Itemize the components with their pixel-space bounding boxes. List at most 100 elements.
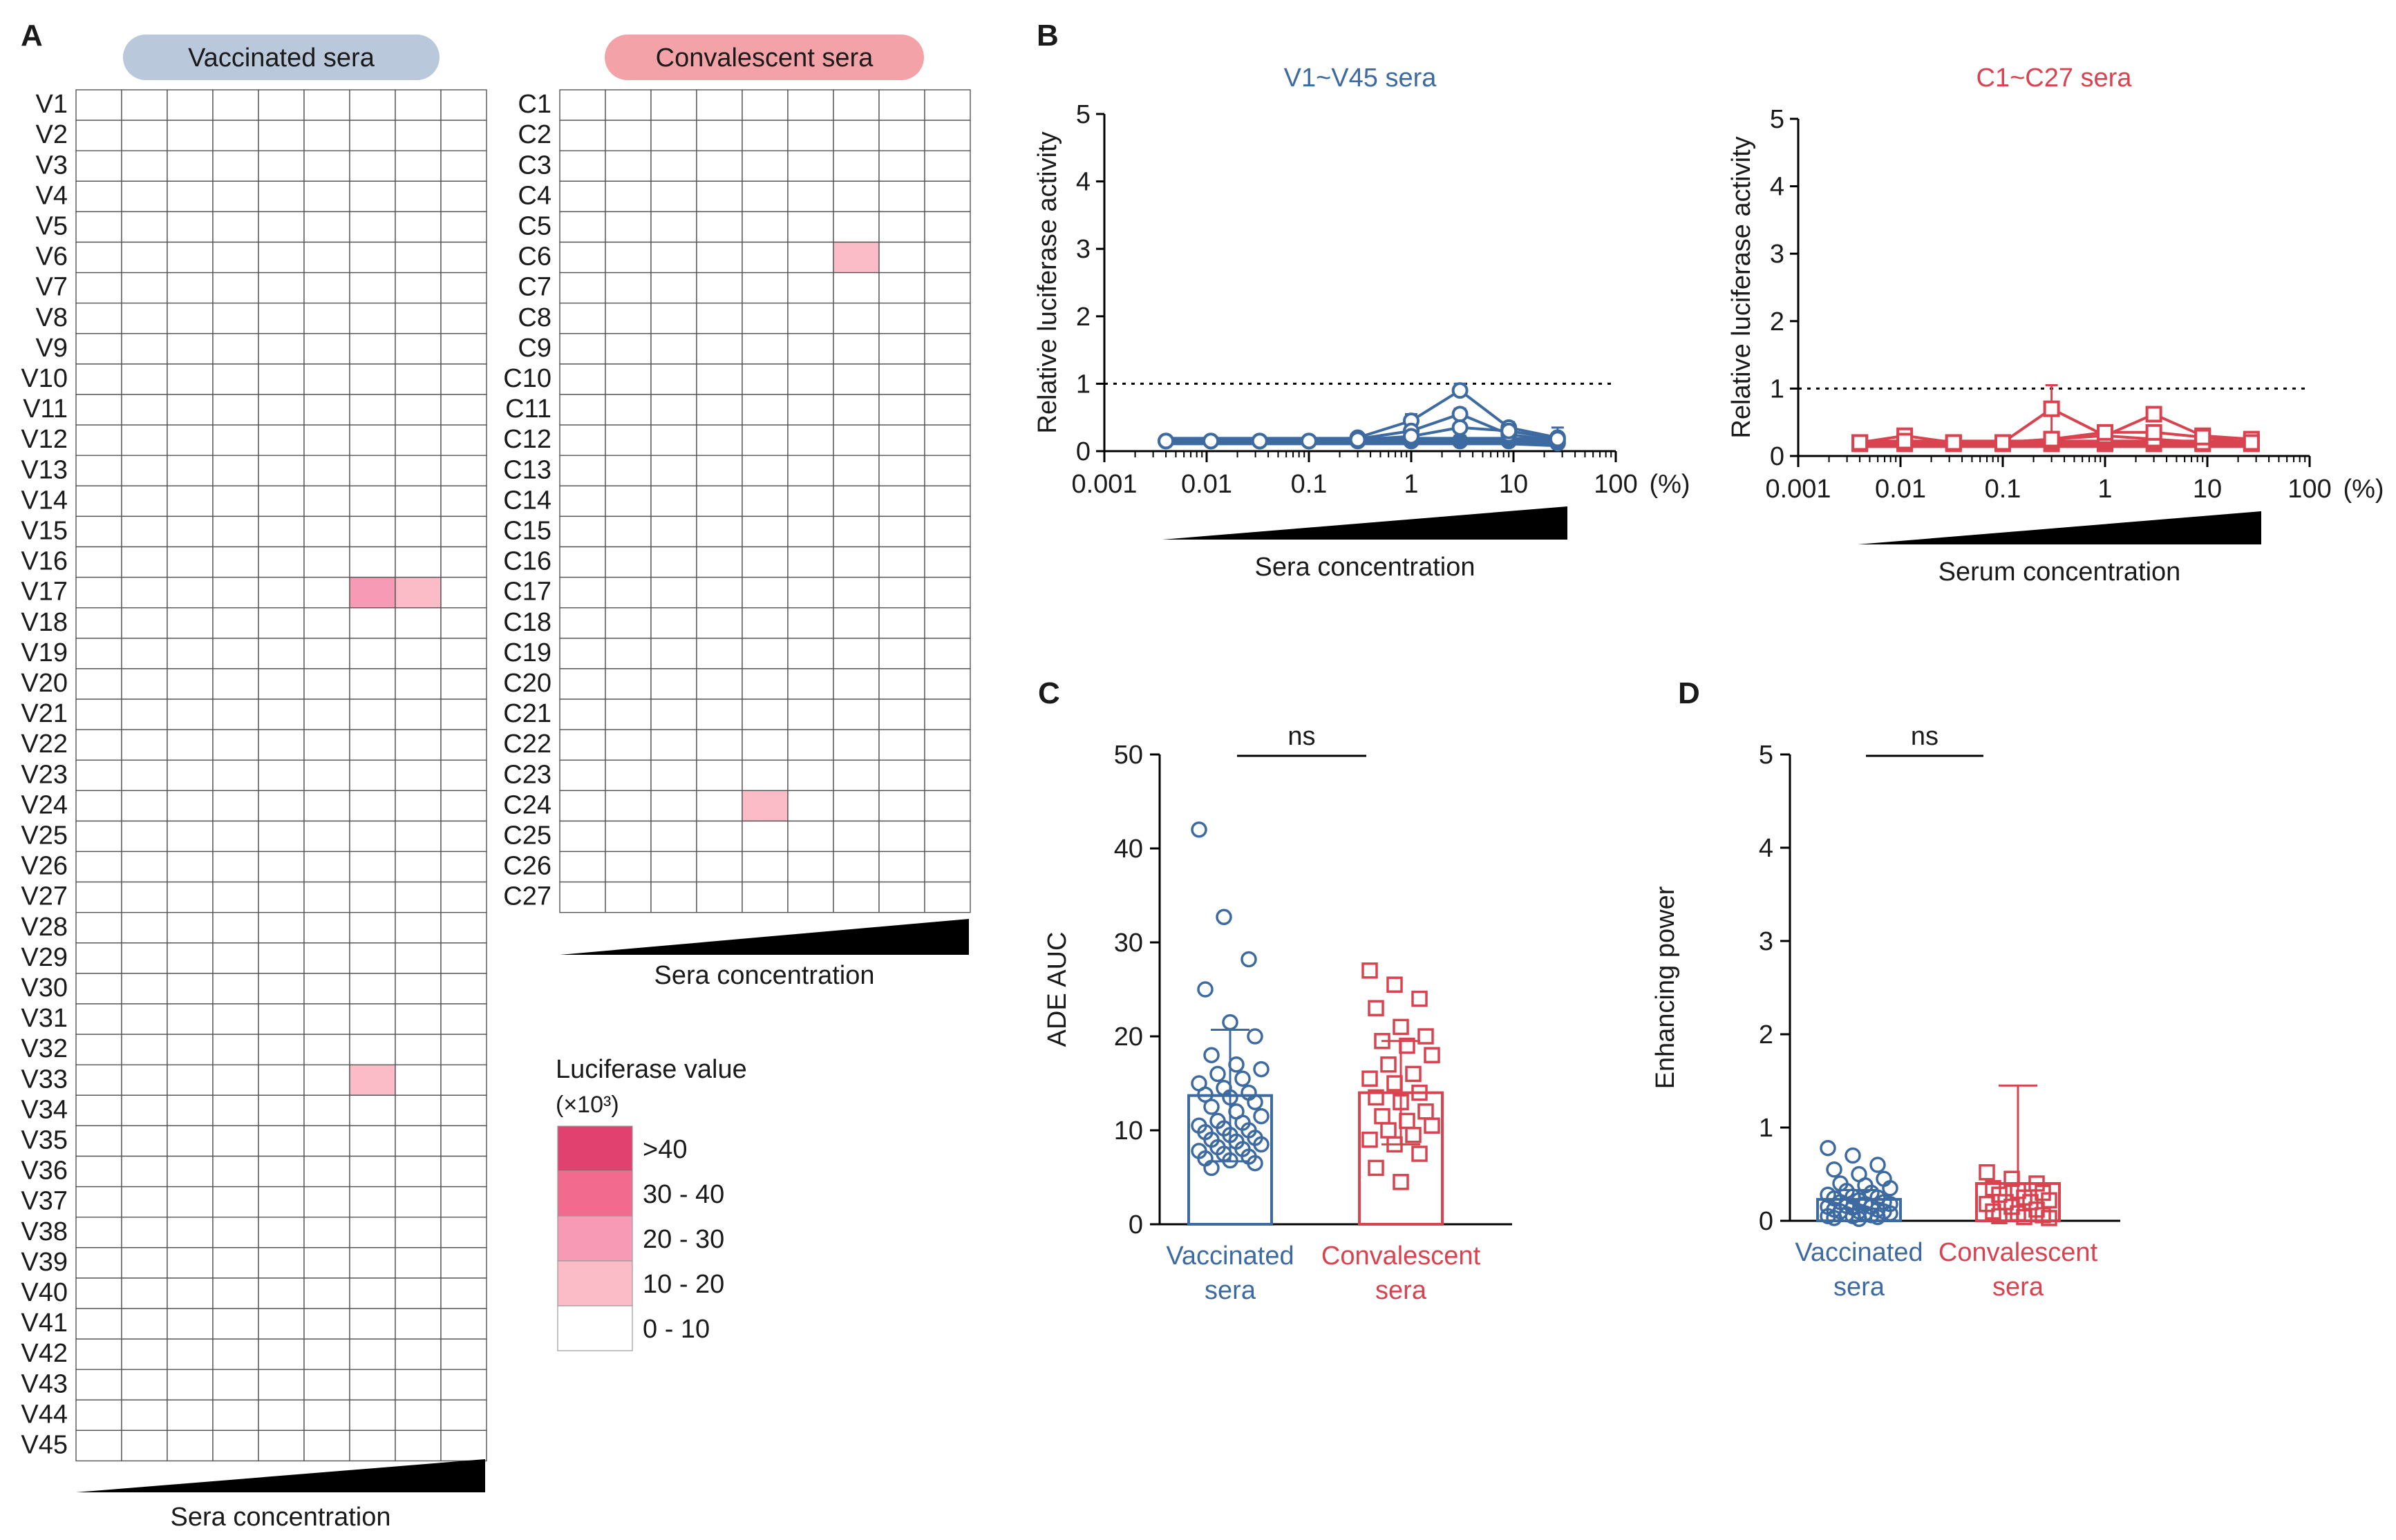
y-tick-label: 30 [1114, 929, 1143, 958]
heatmap-cell [121, 942, 168, 974]
heatmap-vaccinated: V1V2V3V4V5V6V7V8V9V10V11V12V13V14V15V16V… [21, 89, 487, 1462]
row-label: V7 [36, 273, 68, 302]
heatmap-cell [303, 394, 350, 426]
data-point [1851, 434, 1869, 451]
heatmap-cell [395, 1155, 442, 1188]
heatmap-cell [878, 881, 925, 913]
heatmap-cell [167, 333, 214, 365]
heatmap-cell [75, 911, 122, 944]
row-label: V24 [21, 790, 68, 819]
heatmap-cell [303, 241, 350, 274]
heatmap-cell [440, 1247, 487, 1279]
row-label: V16 [21, 547, 68, 576]
heatmap-cell [605, 759, 652, 791]
heatmap-cell [167, 881, 214, 913]
heatmap-cell [167, 790, 214, 822]
heatmap-cell [75, 790, 122, 822]
heatmap-cell [742, 850, 789, 883]
heatmap-cell [833, 120, 880, 151]
heatmap-cell [696, 668, 743, 700]
heatmap-cell [121, 363, 168, 395]
heatmap-cell [167, 546, 214, 578]
heatmap-cell [395, 1186, 442, 1218]
heatmap-cell [121, 759, 168, 791]
heatmap-cell [742, 576, 789, 609]
heatmap-cell [303, 911, 350, 944]
heatmap-cell [212, 1125, 259, 1157]
data-point [1222, 1014, 1238, 1031]
data-point [1203, 1159, 1220, 1177]
heatmap-cell [833, 241, 880, 274]
heatmap-cell [395, 89, 442, 121]
y-axis-label: Relative luciferase activity [1033, 131, 1062, 433]
row-label: V29 [21, 943, 68, 972]
heatmap-cell [559, 455, 606, 487]
heatmap-cell [395, 120, 442, 151]
heatmap-cell [878, 424, 925, 456]
heatmap-cell [75, 1369, 122, 1400]
heatmap-cell [924, 820, 971, 853]
heatmap-cell [167, 1216, 214, 1248]
heatmap-cell [121, 455, 168, 487]
y-tick-label: 40 [1114, 835, 1143, 864]
luciferase-legend: Luciferase value (×10³) >40 30 - 40 20 - 3… [556, 1055, 747, 1351]
row-label: C11 [505, 394, 551, 424]
row-label: V13 [21, 455, 68, 484]
heatmap-cell [75, 515, 122, 548]
data-point [1197, 1086, 1214, 1103]
x-tick-label: 0.001 [1071, 470, 1137, 499]
data-point [2043, 400, 2060, 417]
heatmap-cell [696, 241, 743, 274]
heatmap-cell [742, 455, 789, 487]
heatmap-cell [650, 424, 697, 456]
heatmap-cell [742, 485, 789, 517]
heatmap-cell [924, 150, 971, 182]
heatmap-cell [75, 1216, 122, 1248]
heatmap-cell [303, 1064, 350, 1096]
heatmap-cell [559, 180, 606, 213]
heatmap-cell [258, 729, 305, 761]
heatmap-cell [167, 1338, 214, 1370]
heatmap-cell [440, 576, 487, 609]
data-point [1451, 382, 1469, 399]
row-label: C5 [518, 211, 551, 240]
heatmap-cell [121, 1308, 168, 1340]
data-point [1869, 1157, 1886, 1173]
data-point [1424, 1047, 1440, 1063]
heatmap-cell [167, 394, 214, 426]
heatmap-cell [440, 1155, 487, 1188]
row-label: V42 [21, 1339, 68, 1368]
heatmap-cell [349, 1186, 396, 1218]
legend-label: 0 - 10 [643, 1315, 710, 1344]
heatmap-cell [303, 1034, 350, 1065]
heatmap-cell [212, 515, 259, 548]
x-category-label: sera [1375, 1276, 1427, 1305]
heatmap-cell [212, 790, 259, 822]
heatmap-cell [742, 241, 789, 274]
heatmap-cell [696, 881, 743, 913]
heatmap-cell [559, 424, 606, 456]
heatmap-cell [787, 790, 834, 822]
heatmap-cell [650, 668, 697, 700]
heatmap-cell [742, 150, 789, 182]
heatmap-cell [212, 911, 259, 944]
row-label: V36 [21, 1157, 68, 1186]
heatmap-cell [440, 942, 487, 974]
heatmap-cell [303, 790, 350, 822]
heatmap-cell [258, 211, 305, 243]
row-label: V31 [21, 1004, 68, 1033]
heatmap-cell [212, 120, 259, 151]
heatmap-cell [258, 1186, 305, 1218]
heatmap-cell [258, 455, 305, 487]
heatmap-cell [349, 1308, 396, 1340]
heatmap-cell [349, 973, 396, 1005]
heatmap-cell [121, 1155, 168, 1188]
heatmap-cell [742, 790, 789, 822]
concentration-wedge-convalescent [560, 919, 969, 955]
heatmap-cell [833, 363, 880, 395]
heatmap-cell [167, 120, 214, 151]
data-point [1451, 406, 1469, 423]
heatmap-cell [212, 1216, 259, 1248]
row-label: V45 [21, 1430, 68, 1459]
heatmap-cell [121, 1034, 168, 1065]
